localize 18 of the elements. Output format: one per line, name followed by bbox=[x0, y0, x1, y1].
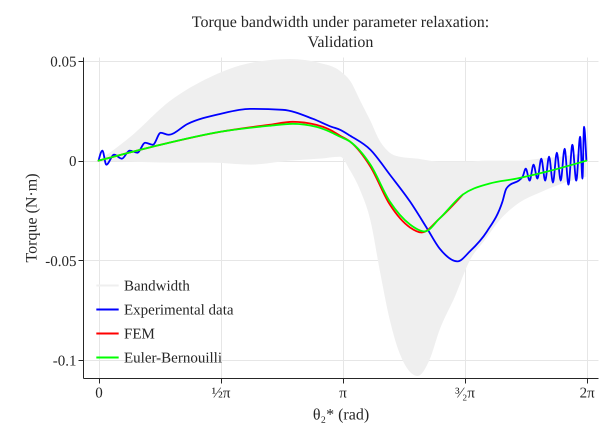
x-axis-title: θ₂* (rad) bbox=[312, 406, 370, 424]
legend-label: Euler-Bernouilli bbox=[124, 350, 222, 366]
y-axis-title: Torque (N·m) bbox=[23, 173, 40, 263]
x-tick-label: 2π bbox=[580, 386, 596, 402]
legend-label: FEM bbox=[124, 326, 155, 342]
y-tick-label: 0 bbox=[69, 154, 76, 170]
x-tick-label: 0 bbox=[95, 386, 103, 402]
y-tick-label: -0.1 bbox=[52, 354, 76, 370]
x-tick-label: ³⁄₂π bbox=[455, 386, 476, 402]
legend-label: Experimental data bbox=[124, 302, 234, 318]
y-tick-label: -0.05 bbox=[45, 254, 76, 270]
y-tick-label: 0.05 bbox=[50, 54, 76, 70]
x-tick-label: π bbox=[339, 386, 348, 402]
x-tick-label: ½π bbox=[212, 386, 231, 402]
legend-label: Bandwidth bbox=[124, 278, 190, 294]
chart-title: Torque bandwidth under parameter relaxation: Validation bbox=[192, 14, 490, 51]
line-series bbox=[98, 122, 588, 232]
line-series bbox=[98, 108, 588, 262]
